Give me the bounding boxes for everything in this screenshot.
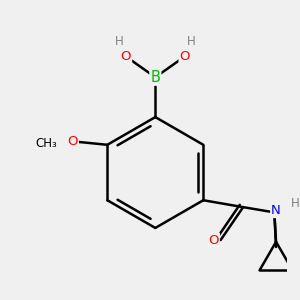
Text: CH₃: CH₃ [36,136,58,150]
Text: O: O [208,234,219,247]
Text: O: O [121,50,131,63]
Text: H: H [115,35,123,48]
Text: O: O [68,135,78,148]
Text: H: H [291,197,299,210]
Text: H: H [187,35,196,48]
Text: B: B [150,70,160,85]
Text: N: N [271,204,281,217]
Text: O: O [179,50,190,63]
